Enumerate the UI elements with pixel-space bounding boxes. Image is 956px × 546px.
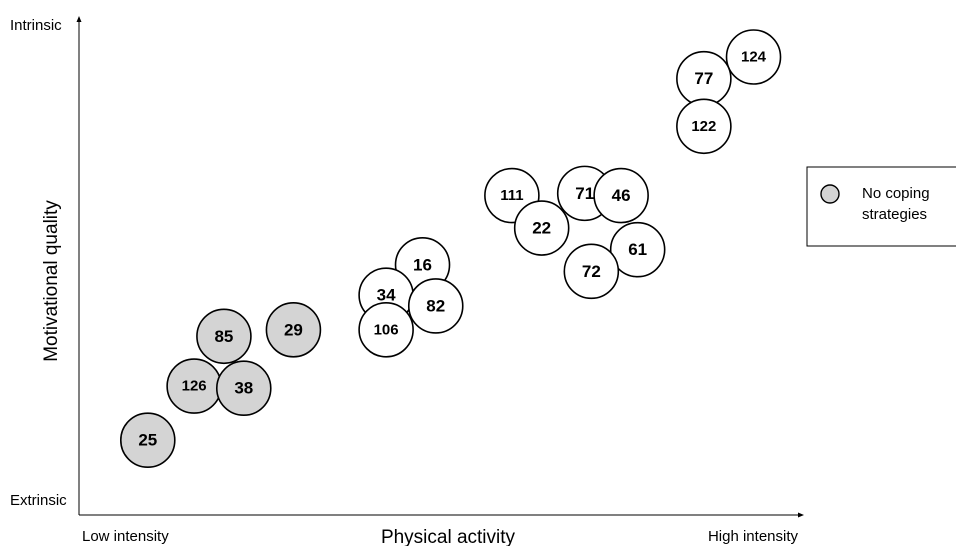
bubble-82 xyxy=(407,278,464,334)
legend-label-line2: strategies xyxy=(862,206,927,223)
bubble-label-122: 122 xyxy=(691,118,716,135)
bubble-label-34: 34 xyxy=(377,286,396,305)
bubble-label-77: 77 xyxy=(694,69,713,88)
x-tick-label-right: High intensity xyxy=(708,528,799,545)
bubble-label-22: 22 xyxy=(532,219,551,238)
x-axis-arrow xyxy=(798,512,804,518)
bubble-label-71: 71 xyxy=(575,184,594,203)
bubbles: 25 126 38 85 29 16 34 82 106 111 22 71 46 61 72 124 77 12… xyxy=(119,29,782,468)
bubble-label-82: 82 xyxy=(426,296,445,315)
bubble-124 xyxy=(725,29,782,85)
legend-swatch xyxy=(820,184,840,204)
bubble-label-124: 124 xyxy=(741,48,767,65)
legend-label-line1: No coping xyxy=(862,185,930,202)
y-axis-arrow xyxy=(76,16,82,22)
legend-box xyxy=(806,166,956,247)
bubble-38 xyxy=(215,360,272,417)
x-axis-title: Physical activity xyxy=(381,527,516,546)
bubble-61 xyxy=(609,221,666,278)
bubble-label-16: 16 xyxy=(413,255,432,274)
bubble-label-61: 61 xyxy=(628,240,647,259)
axes xyxy=(76,16,804,518)
bubble-106 xyxy=(358,301,414,358)
bubble-label-111: 111 xyxy=(500,187,523,204)
bubble-label-85: 85 xyxy=(214,327,233,346)
bubble-label-106: 106 xyxy=(374,321,399,338)
y-tick-label-bottom: Extrinsic xyxy=(10,492,67,509)
legend: No coping strategies xyxy=(806,166,956,247)
bubble-label-46: 46 xyxy=(612,186,631,205)
bubble-label-38: 38 xyxy=(234,379,253,398)
bubble-72 xyxy=(563,243,620,300)
bubble-29 xyxy=(265,301,322,358)
bubble-122 xyxy=(676,98,732,155)
bubble-label-126: 126 xyxy=(182,378,207,395)
bubble-25 xyxy=(119,412,176,468)
y-tick-label-top: Intrinsic xyxy=(10,17,62,34)
bubble-22 xyxy=(513,200,570,256)
bubble-label-29: 29 xyxy=(284,320,303,339)
y-axis-title: Motivational quality xyxy=(41,200,62,362)
bubble-46 xyxy=(593,167,649,224)
x-tick-label-left: Low intensity xyxy=(82,528,169,545)
bubble-label-25: 25 xyxy=(138,431,157,450)
bubble-85 xyxy=(196,308,252,365)
bubble-label-72: 72 xyxy=(582,262,601,281)
